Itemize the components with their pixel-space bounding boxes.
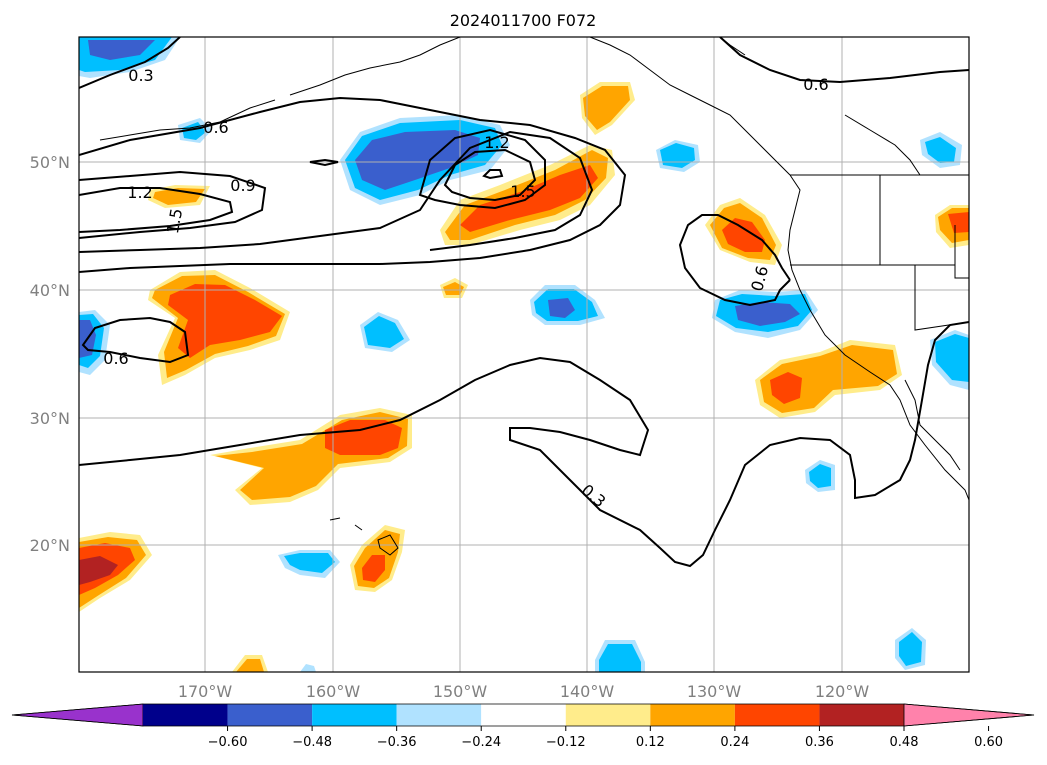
lon-labels: 170°W 160°W 150°W 140°W 130°W 120°W bbox=[178, 682, 870, 701]
contour-label: 1.2 bbox=[127, 183, 152, 202]
lat-label: 30°N bbox=[30, 409, 70, 428]
colorbar-tick-label: 0.48 bbox=[890, 735, 919, 750]
gridlines bbox=[79, 37, 969, 672]
lon-label: 130°W bbox=[687, 682, 742, 701]
colorbar-extend-min bbox=[11, 703, 144, 727]
colorbar-segment bbox=[565, 704, 651, 726]
colorbar-tick-label: −0.60 bbox=[208, 735, 248, 750]
lat-labels: 20°N 30°N 40°N 50°N bbox=[30, 153, 70, 555]
contour-label: 0.6 bbox=[803, 75, 828, 94]
lon-label: 150°W bbox=[433, 682, 488, 701]
colorbar: −0.60 −0.48 −0.36 −0.24 −0.12 0.12 0.24 0.36 0.4… bbox=[11, 703, 1035, 750]
colorbar-tick-label: 0.60 bbox=[974, 735, 1003, 750]
colorbar-tick-label: 0.24 bbox=[720, 735, 749, 750]
colorbar-segment bbox=[312, 704, 397, 726]
contour-label: 0.6 bbox=[103, 349, 128, 368]
colorbar-segment bbox=[227, 704, 313, 726]
coastlines bbox=[99, 37, 969, 556]
map-border bbox=[78, 36, 970, 673]
contour-label: 0.9 bbox=[230, 176, 255, 195]
colorbar-tick-label: −0.12 bbox=[546, 735, 586, 750]
colorbar-segment bbox=[396, 704, 482, 726]
colorbar-segment bbox=[481, 704, 566, 726]
colorbar-outline bbox=[11, 703, 1035, 727]
map-content: 0.3 0.6 1.2 0.9 1.5 1.2 1.5 0.6 0.6 0.6 … bbox=[79, 37, 969, 672]
anomaly-shading bbox=[79, 37, 969, 672]
lon-label: 140°W bbox=[560, 682, 615, 701]
colorbar-segment bbox=[143, 704, 228, 726]
colorbar-extend-max bbox=[903, 703, 1035, 727]
lat-label: 20°N bbox=[30, 536, 70, 555]
map-title: 2024011700 F072 bbox=[450, 11, 597, 30]
contour-label: 0.6 bbox=[203, 118, 228, 137]
lat-label: 40°N bbox=[30, 281, 70, 300]
colorbar-segment bbox=[650, 704, 735, 726]
contours bbox=[79, 37, 969, 568]
colorbar-segment bbox=[734, 704, 820, 726]
colorbar-tick-label: −0.36 bbox=[377, 735, 417, 750]
lon-label: 170°W bbox=[178, 682, 233, 701]
contour-label: 1.5 bbox=[163, 207, 186, 235]
contour-label: 0.3 bbox=[128, 66, 153, 85]
lon-label: 120°W bbox=[815, 682, 870, 701]
contour-labels: 0.3 0.6 1.2 0.9 1.5 1.2 1.5 0.6 0.6 0.6 … bbox=[103, 66, 828, 511]
contour-label: 1.5 bbox=[510, 182, 535, 201]
colorbar-tick-label: −0.24 bbox=[461, 735, 501, 750]
colorbar-segment bbox=[819, 704, 904, 726]
colorbar-tick-label: 0.36 bbox=[805, 735, 834, 750]
colorbar-tick-label: −0.48 bbox=[292, 735, 332, 750]
lat-label: 50°N bbox=[30, 153, 70, 172]
colorbar-tick-label: 0.12 bbox=[636, 735, 665, 750]
contour-label: 1.2 bbox=[484, 133, 509, 152]
lon-label: 160°W bbox=[306, 682, 361, 701]
